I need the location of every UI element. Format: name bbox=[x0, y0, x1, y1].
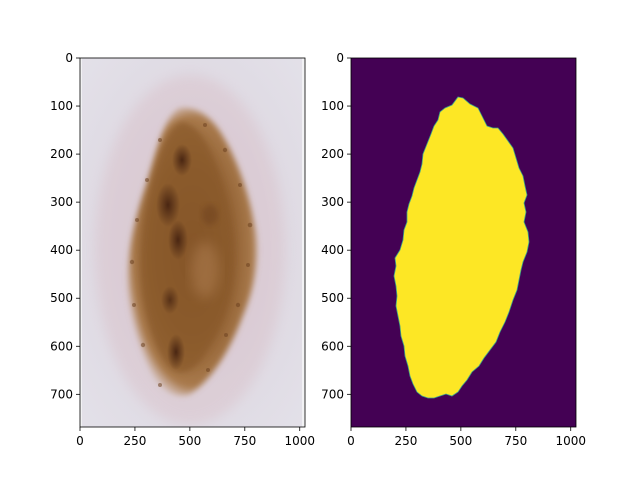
right-y-tick-label: 600 bbox=[321, 339, 344, 353]
left-y-tick-label: 400 bbox=[50, 243, 73, 257]
left-y-tick-label: 100 bbox=[50, 99, 73, 113]
left-y-tick-label: 500 bbox=[50, 291, 73, 305]
right-y-axis: 0 100 200 300 400 500 600 700 bbox=[321, 51, 351, 401]
left-x-axis: 0 250 500 750 1000 bbox=[76, 427, 315, 448]
right-y-tick-label: 200 bbox=[321, 147, 344, 161]
right-x-tick-label: 500 bbox=[449, 434, 472, 448]
right-y-tick-label: 700 bbox=[321, 387, 344, 401]
right-y-tick-label: 500 bbox=[321, 291, 344, 305]
right-x-tick-label: 750 bbox=[504, 434, 527, 448]
left-x-tick-label: 500 bbox=[178, 434, 201, 448]
left-x-tick-label: 250 bbox=[123, 434, 146, 448]
left-y-tick-label: 600 bbox=[50, 339, 73, 353]
left-x-tick-label: 750 bbox=[233, 434, 256, 448]
segmentation-mask bbox=[351, 58, 576, 427]
right-y-tick-label: 100 bbox=[321, 99, 344, 113]
left-x-tick-label: 1000 bbox=[284, 434, 315, 448]
left-y-tick-label: 700 bbox=[50, 387, 73, 401]
left-y-tick-label: 300 bbox=[50, 195, 73, 209]
right-y-tick-label: 400 bbox=[321, 243, 344, 257]
left-y-tick-label: 0 bbox=[65, 51, 73, 65]
left-x-tick-label: 0 bbox=[76, 434, 84, 448]
right-x-tick-label: 250 bbox=[394, 434, 417, 448]
right-x-tick-label: 0 bbox=[347, 434, 355, 448]
right-y-tick-label: 300 bbox=[321, 195, 344, 209]
left-y-tick-label: 200 bbox=[50, 147, 73, 161]
left-axes-frame bbox=[79, 57, 306, 428]
right-x-axis: 0 250 500 750 1000 bbox=[347, 427, 586, 448]
right-x-tick-label: 1000 bbox=[555, 434, 586, 448]
right-axes-frame bbox=[350, 57, 577, 428]
dermoscopy-image bbox=[80, 58, 305, 427]
right-y-tick-label: 0 bbox=[336, 51, 344, 65]
left-y-axis: 0 100 200 300 400 500 600 700 bbox=[50, 51, 80, 401]
